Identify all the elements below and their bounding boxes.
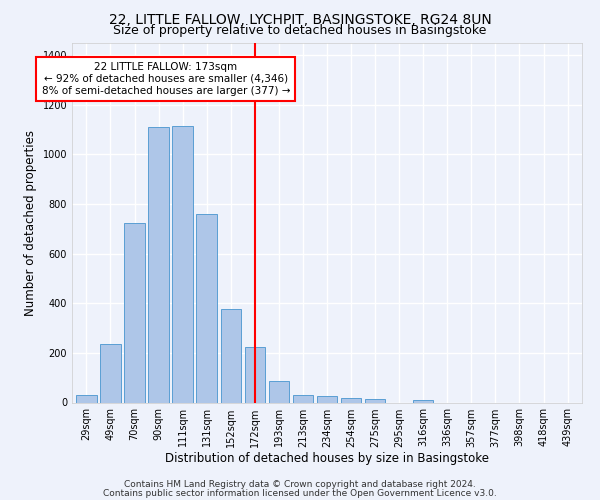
Bar (100, 344, 121, 403)
Y-axis label: Number of detached properties: Number of detached properties (24, 130, 37, 316)
Bar (365, 399, 385, 402)
Bar (245, 348, 265, 403)
Bar (317, 396, 337, 402)
Bar (76, 395, 97, 402)
Bar (196, 214, 217, 402)
Bar (221, 308, 241, 402)
Text: 22 LITTLE FALLOW: 173sqm
← 92% of detached houses are smaller (4,346)
8% of semi: 22 LITTLE FALLOW: 173sqm ← 92% of detach… (41, 62, 290, 96)
Bar (148, 127, 169, 402)
Bar (124, 222, 145, 402)
Text: Size of property relative to detached houses in Basingstoke: Size of property relative to detached ho… (113, 24, 487, 37)
Bar (413, 400, 433, 402)
Bar (293, 395, 313, 402)
Bar (341, 398, 361, 402)
Text: 22, LITTLE FALLOW, LYCHPIT, BASINGSTOKE, RG24 8UN: 22, LITTLE FALLOW, LYCHPIT, BASINGSTOKE,… (109, 12, 491, 26)
Bar (172, 126, 193, 402)
Text: Contains public sector information licensed under the Open Government Licence v3: Contains public sector information licen… (103, 490, 497, 498)
Text: Contains HM Land Registry data © Crown copyright and database right 2024.: Contains HM Land Registry data © Crown c… (124, 480, 476, 489)
X-axis label: Distribution of detached houses by size in Basingstoke: Distribution of detached houses by size … (165, 452, 489, 466)
Bar (269, 380, 289, 402)
